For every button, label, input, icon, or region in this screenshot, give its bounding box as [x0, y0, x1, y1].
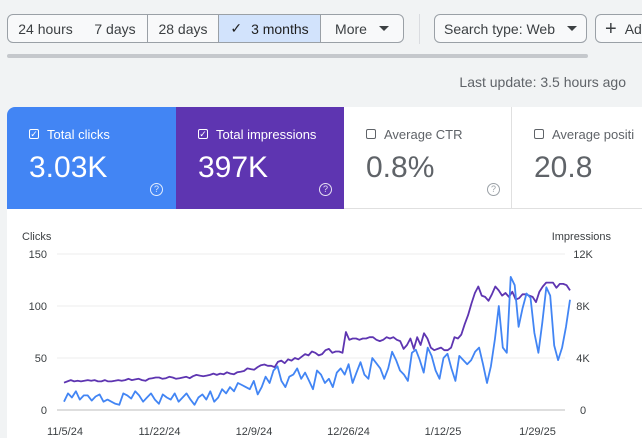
- metric-value: 20.8: [534, 151, 593, 184]
- plus-icon: +: [605, 17, 617, 40]
- left-tick-label: 100: [29, 301, 47, 313]
- range-24-hours[interactable]: 24 hours: [7, 14, 84, 43]
- checkbox-checked-icon[interactable]: ✓: [198, 129, 208, 139]
- x-tick-label: 12/26/24: [327, 426, 370, 438]
- add-filter-button[interactable]: + Ad: [595, 14, 642, 43]
- check-icon: ✓: [230, 20, 243, 36]
- metric-total-impressions[interactable]: ✓ Total impressions 397K ?: [176, 107, 344, 209]
- search-type-dropdown[interactable]: Search type: Web: [434, 14, 587, 43]
- toolbar-divider: [419, 14, 420, 44]
- x-tick-label: 1/29/25: [519, 426, 556, 438]
- right-tick-label: 0: [580, 405, 586, 417]
- range-more-label: More: [335, 20, 367, 37]
- right-tick-label: 12K: [573, 249, 593, 261]
- loading-progress-bar: [7, 54, 588, 58]
- metric-label: Average CTR: [384, 127, 463, 142]
- metric-average-ctr[interactable]: Average CTR 0.8% ?: [344, 107, 512, 209]
- range-7-days[interactable]: 7 days: [83, 14, 148, 43]
- chevron-down-icon: [567, 26, 578, 31]
- clicks-series-line: [63, 276, 571, 406]
- help-icon[interactable]: ?: [150, 183, 163, 196]
- checkbox-checked-icon[interactable]: ✓: [29, 129, 39, 139]
- metric-value: 397K: [198, 151, 269, 184]
- x-tick-label: 11/5/24: [47, 426, 83, 438]
- checkbox-unchecked-icon[interactable]: [534, 129, 544, 139]
- checkbox-unchecked-icon[interactable]: [366, 129, 376, 139]
- range-28-days[interactable]: 28 days: [147, 14, 219, 43]
- range-28-days-label: 28 days: [158, 20, 208, 37]
- range-7-days-label: 7 days: [94, 20, 136, 37]
- metric-label: Total impressions: [216, 127, 317, 142]
- chevron-down-icon: [378, 26, 389, 31]
- performance-card: ✓ Total clicks 3.03K ? ✓ Total impressio…: [7, 107, 642, 438]
- right-tick-label: 8K: [576, 301, 590, 313]
- left-tick-label: 0: [41, 405, 47, 417]
- range-3-months[interactable]: ✓ 3 months: [218, 14, 321, 43]
- x-tick-label: 1/12/25: [425, 426, 462, 438]
- metric-label: Total clicks: [47, 127, 110, 142]
- metric-value: 0.8%: [366, 151, 435, 184]
- last-update-text: Last update: 3.5 hours ago: [459, 74, 626, 90]
- metric-label: Average positi: [552, 127, 635, 142]
- metric-value: 3.03K: [29, 151, 108, 184]
- left-tick-label: 50: [35, 353, 47, 365]
- left-tick-label: 150: [29, 249, 47, 261]
- range-24-hours-label: 24 hours: [18, 20, 73, 37]
- metric-average-position[interactable]: Average positi 20.8: [512, 107, 642, 209]
- x-tick-label: 11/22/24: [138, 426, 180, 438]
- help-icon[interactable]: ?: [487, 183, 500, 196]
- range-3-months-label: 3 months: [251, 20, 309, 37]
- impressions-series-line: [63, 281, 571, 384]
- add-filter-label: Ad: [624, 20, 642, 37]
- right-axis-label: Impressions: [552, 231, 612, 243]
- help-icon[interactable]: ?: [319, 183, 332, 196]
- right-tick-label: 4K: [576, 353, 590, 365]
- metric-total-clicks[interactable]: ✓ Total clicks 3.03K ?: [7, 107, 176, 209]
- search-type-label: Search type: Web: [443, 20, 556, 37]
- left-axis-label: Clicks: [22, 231, 52, 243]
- range-more-dropdown[interactable]: More: [320, 14, 404, 43]
- x-tick-label: 12/9/24: [236, 426, 273, 438]
